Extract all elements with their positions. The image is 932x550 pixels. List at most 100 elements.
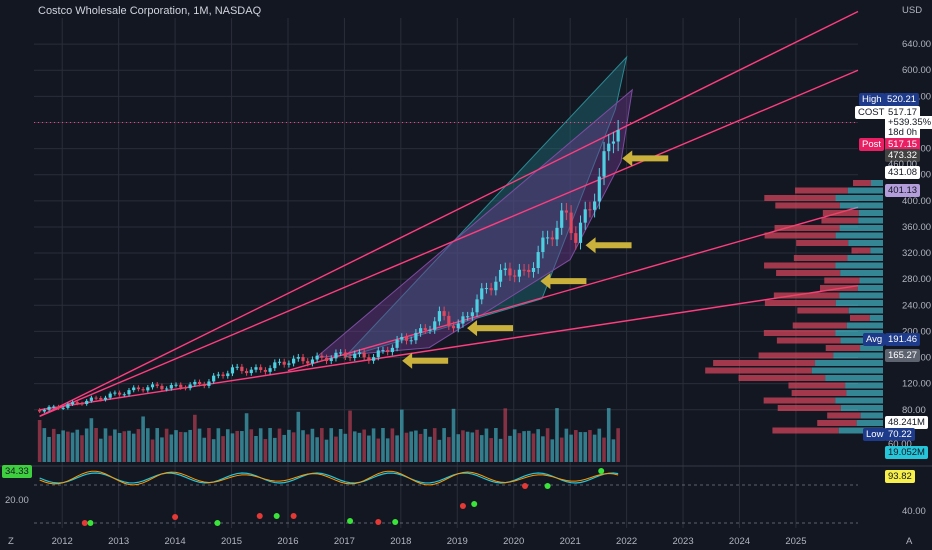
volume-bar [296, 411, 301, 462]
profile-bar-buy [869, 315, 883, 321]
candle-body [564, 210, 569, 213]
volume-bar [555, 408, 559, 462]
profile-bar-buy [858, 217, 883, 224]
rsi-value: 93.82 [885, 470, 915, 483]
y-tick-label: 360.00 [902, 222, 931, 233]
candle-body [348, 356, 352, 359]
profile-bar-sell [773, 292, 840, 299]
volume-bar [235, 430, 239, 462]
last-price: 517.17 [885, 106, 921, 119]
profile-bar-buy [860, 345, 883, 351]
volume-bar [611, 439, 616, 462]
volume-bar [385, 438, 390, 462]
trend-line-2 [39, 69, 859, 417]
volume-bar [61, 430, 65, 462]
symbol-tag: COST [855, 106, 888, 119]
profile-bar-buy [835, 195, 883, 201]
volume-bar [244, 413, 249, 462]
post-value: 517.15 [885, 138, 921, 151]
candle-body [155, 384, 159, 386]
annotation-arrow [467, 320, 514, 337]
currency-label: USD [902, 5, 923, 16]
volume-bar [367, 435, 371, 462]
candle-body [324, 357, 329, 362]
signal-dot [214, 520, 221, 526]
candle-body [414, 332, 418, 341]
volume-bar [423, 428, 428, 462]
candle-body [593, 201, 597, 210]
candle-body [371, 357, 376, 361]
volume-bar [517, 433, 522, 462]
chart-title: Costco Wholesale Corporation, 1M, NASDAQ [38, 5, 262, 17]
volume-bar [174, 430, 178, 462]
profile-bar-sell [825, 345, 861, 351]
volume-bar [526, 430, 531, 462]
candle-body [376, 350, 380, 358]
profile-bar-sell [758, 352, 834, 359]
volume-bar [564, 428, 569, 462]
candle-body [75, 402, 79, 404]
profile-bar-sell [764, 232, 836, 239]
profile-bar-sell [821, 217, 859, 224]
candle-body [419, 328, 423, 333]
signal-dot [273, 513, 280, 519]
candle-body [404, 337, 409, 341]
volume-bar [108, 435, 112, 462]
volume-bar [409, 431, 413, 462]
volume-bar [249, 429, 254, 462]
candle-body [513, 275, 517, 277]
countdown: 18d 0h [885, 126, 921, 139]
candle-body [263, 369, 267, 372]
candle-body [456, 323, 460, 329]
profile-bar-sell [788, 382, 846, 389]
volume-bar [216, 428, 221, 462]
signal-dot [522, 483, 529, 489]
candle-body [216, 374, 220, 376]
profile-bar-sell [776, 270, 841, 276]
profile-bar-sell [796, 240, 849, 246]
volume-bar [390, 428, 395, 462]
profile-bar-sell [824, 277, 860, 284]
candle-body [569, 212, 573, 234]
signal-dot [375, 519, 382, 525]
candle-body [386, 350, 390, 353]
profile-bar-sell [764, 195, 836, 201]
candle-body [179, 384, 183, 388]
volume-last-2: 19.052M [885, 446, 928, 459]
left-rsi-label: 34.33 [2, 465, 32, 478]
candle-body [306, 361, 310, 364]
candle-body [42, 409, 46, 412]
signal-dot [256, 513, 263, 519]
candle-body [353, 353, 357, 359]
trend-line-4 [39, 285, 859, 411]
candle-body [597, 176, 601, 202]
candle-body [244, 371, 249, 374]
candle-body [329, 358, 333, 362]
volume-bar [56, 434, 61, 462]
volume-bar [66, 431, 70, 462]
volume-bar [103, 428, 108, 462]
profile-bar-sell [853, 180, 871, 186]
volume-bar [597, 428, 602, 462]
candle-body [103, 397, 108, 400]
volume-bar [197, 428, 202, 462]
low-value: 70.22 [885, 428, 915, 441]
volume-bar [559, 437, 564, 462]
avg-tag: Avg [863, 333, 886, 346]
candle-body [240, 366, 244, 372]
high-value: 520.21 [884, 93, 920, 106]
signal-dot [459, 503, 466, 509]
candle-body [141, 389, 145, 391]
volume-bar [414, 430, 418, 462]
volume-last: 48.241M [885, 416, 928, 429]
volume-bar [399, 409, 404, 462]
candle-body [470, 312, 474, 317]
candle-body [197, 381, 202, 385]
volume-bar [583, 432, 588, 462]
volume-bar [207, 428, 211, 462]
annotation-arrow [402, 352, 449, 369]
candle-body [99, 398, 103, 400]
candle-body [423, 328, 427, 331]
candle-body [226, 373, 230, 377]
